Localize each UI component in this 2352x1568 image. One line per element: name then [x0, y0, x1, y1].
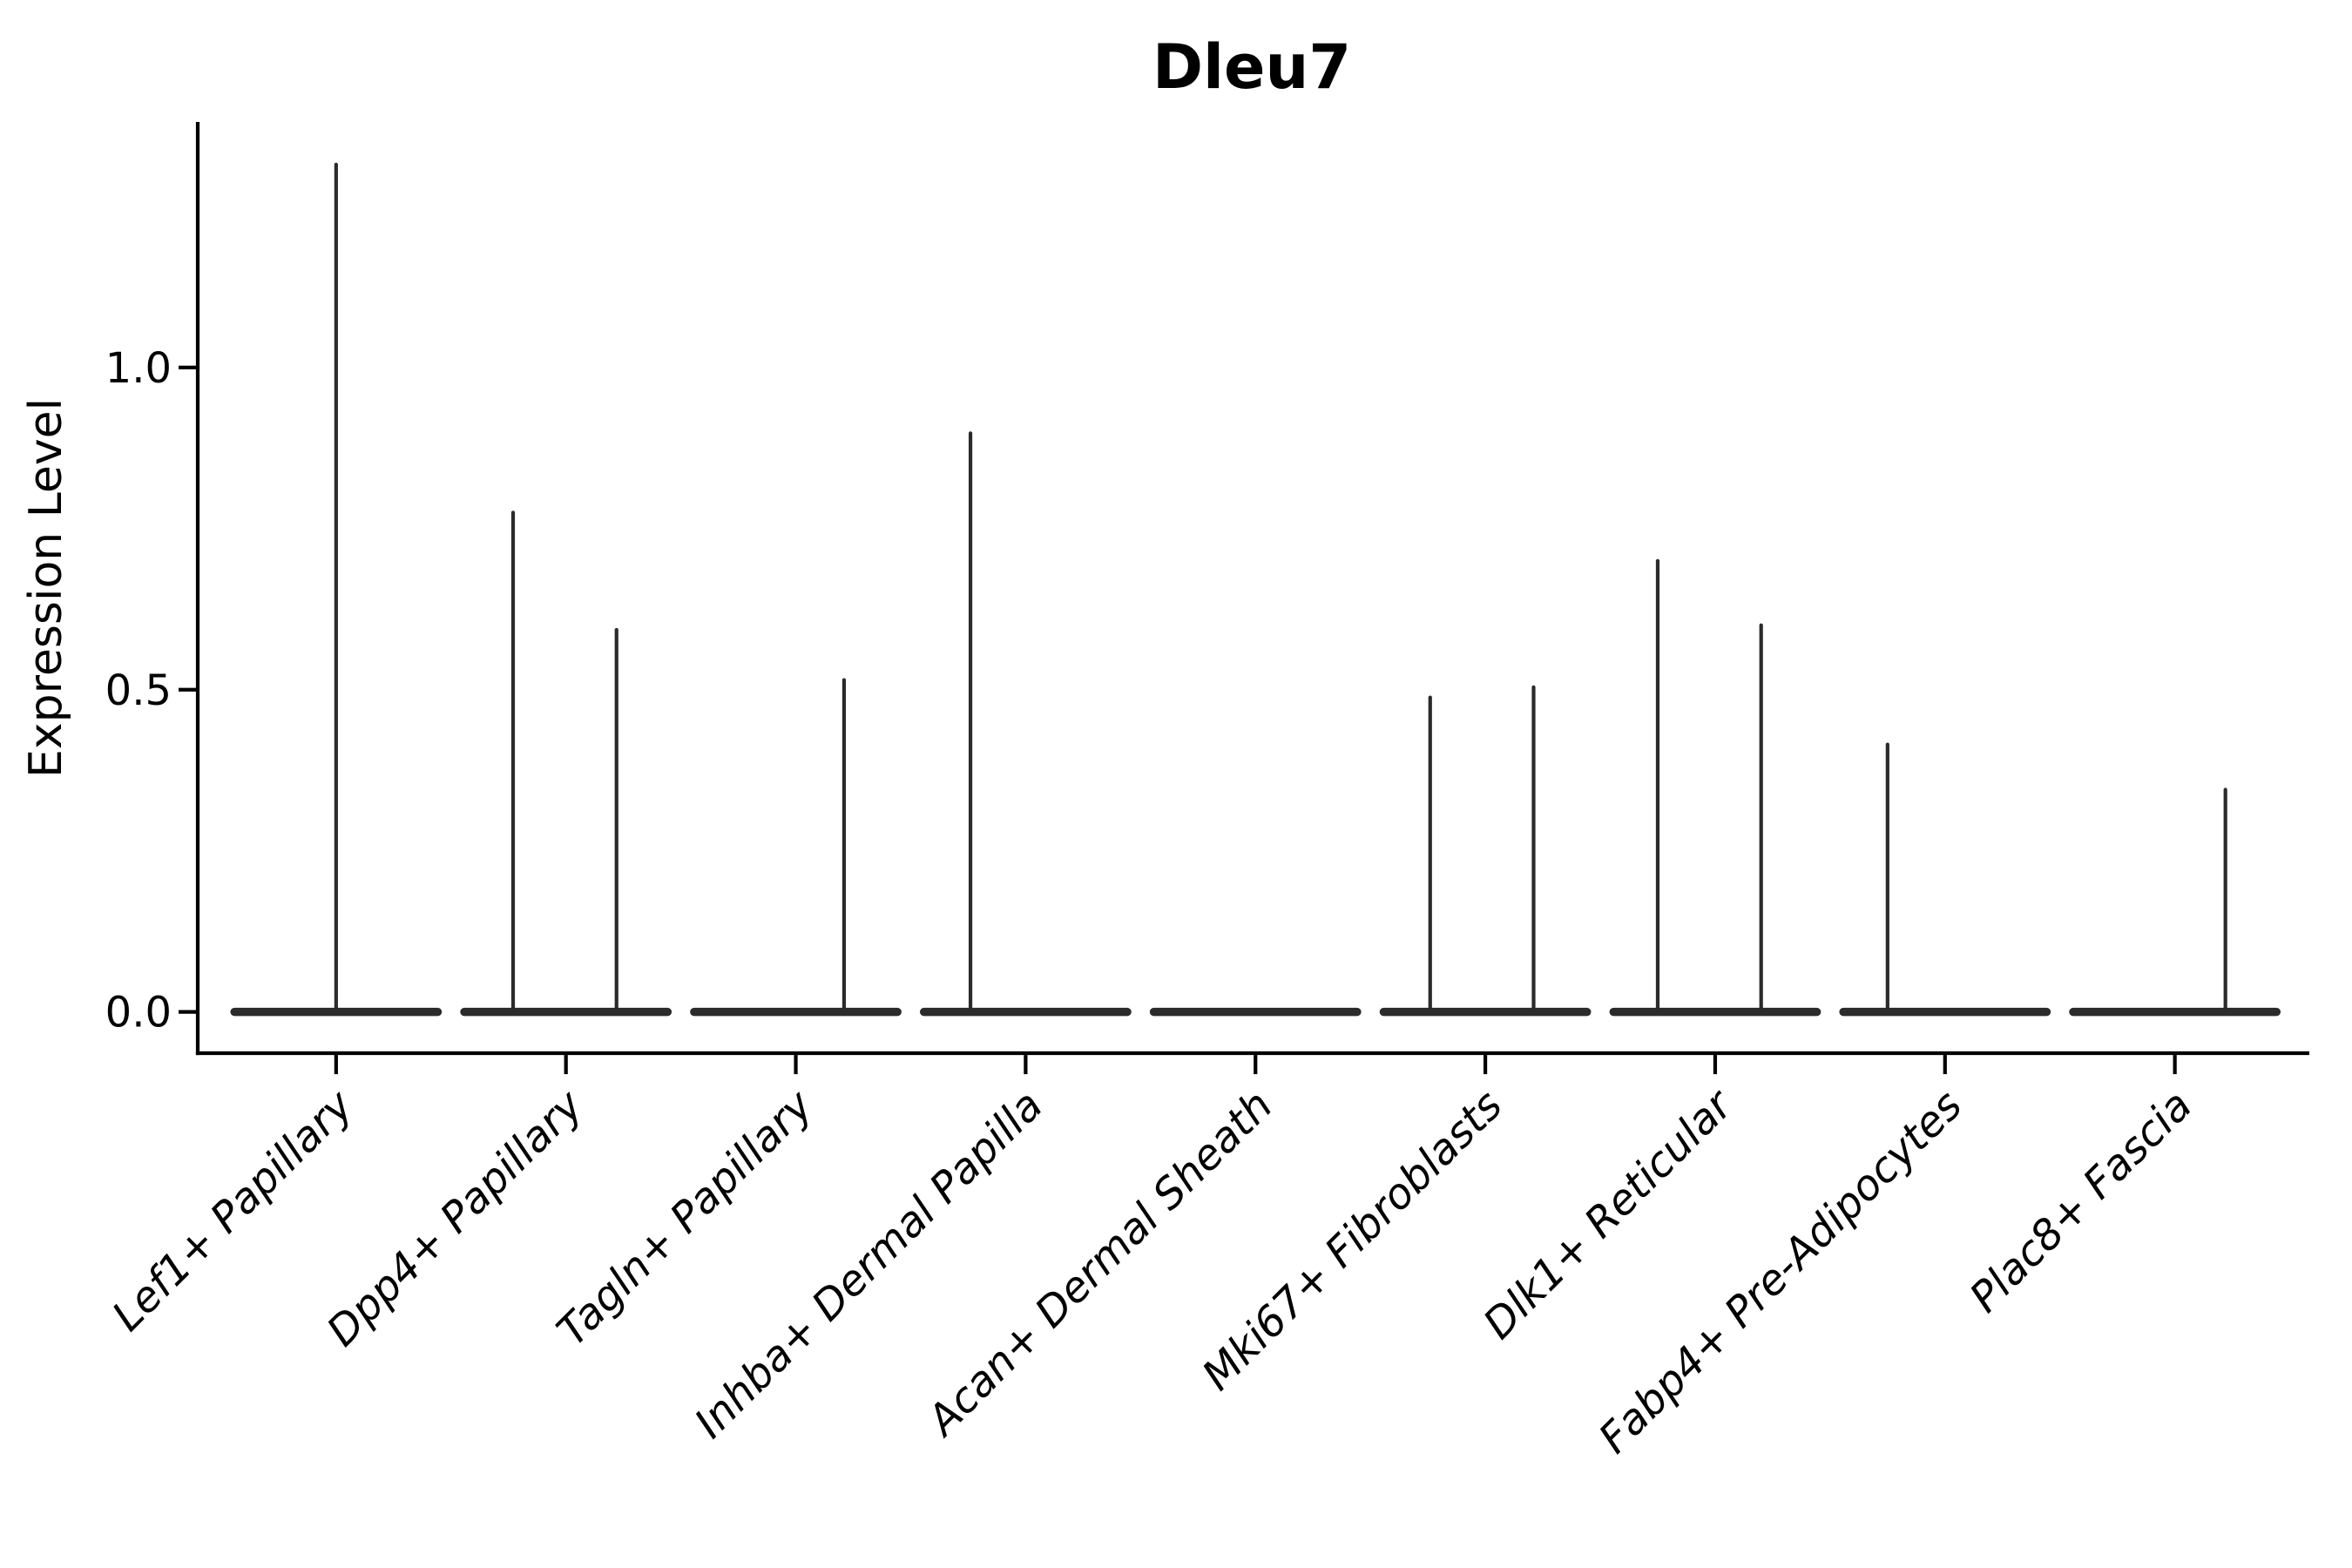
violin-base [1379, 1007, 1592, 1017]
x-tick-label: Tagln+ Papillary [548, 1080, 823, 1355]
violin-base [1839, 1007, 2051, 1017]
x-tick-label: Dlk1+ Reticular [1474, 1079, 1744, 1349]
violin-layer [230, 162, 2281, 1017]
chart-title: Dleu7 [1152, 31, 1351, 103]
x-tick-label: Lef1+ Papillary [103, 1080, 363, 1341]
y-tick-label: 0.5 [105, 666, 172, 715]
x-tick-label: Dpp4+ Papillary [318, 1080, 593, 1355]
y-axis-label: Expression Level [20, 398, 72, 778]
y-tick-label: 1.0 [105, 344, 172, 393]
violin-base [2069, 1007, 2281, 1017]
violin-base [1149, 1007, 1362, 1017]
violin-base [920, 1007, 1132, 1017]
violin-base [1609, 1007, 1821, 1017]
violin-base [690, 1007, 902, 1017]
violin-base [460, 1007, 672, 1017]
x-tick-label: Plac8+ Fascia [1960, 1081, 2201, 1322]
x-tick-label: Fabp4+ Pre-Adipocytes [1590, 1081, 1972, 1463]
y-tick-label: 0.0 [105, 989, 172, 1037]
